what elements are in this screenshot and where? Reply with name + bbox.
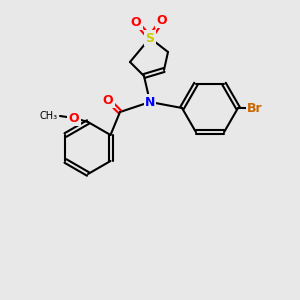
Text: O: O xyxy=(69,112,79,124)
Text: O: O xyxy=(157,14,167,26)
Text: O: O xyxy=(103,94,113,106)
Text: CH₃: CH₃ xyxy=(40,111,58,121)
Text: N: N xyxy=(145,95,155,109)
Text: O: O xyxy=(131,16,141,28)
Text: S: S xyxy=(146,32,154,44)
Text: Br: Br xyxy=(247,101,263,115)
